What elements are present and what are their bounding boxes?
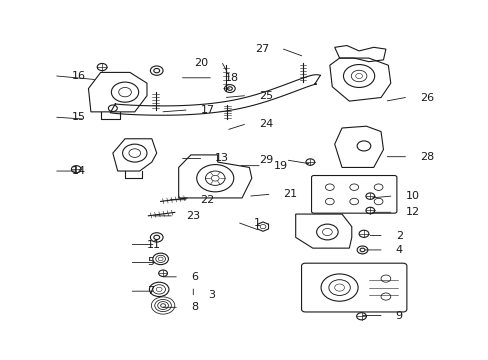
Text: 16: 16 [71, 71, 85, 81]
Text: 11: 11 [147, 239, 161, 249]
Text: 4: 4 [395, 245, 402, 255]
Text: 22: 22 [200, 195, 214, 205]
Text: 2: 2 [395, 231, 402, 240]
Text: 14: 14 [71, 166, 85, 176]
Text: 20: 20 [193, 58, 207, 68]
Text: 9: 9 [395, 311, 402, 320]
Text: 12: 12 [405, 207, 419, 217]
Text: 8: 8 [190, 302, 198, 312]
Text: 18: 18 [224, 73, 239, 83]
Text: 1: 1 [254, 218, 261, 228]
Text: 6: 6 [190, 272, 198, 282]
Text: 25: 25 [259, 91, 273, 101]
Text: 19: 19 [273, 161, 287, 171]
Text: 24: 24 [259, 120, 273, 129]
Text: 7: 7 [147, 286, 154, 296]
Text: 29: 29 [259, 155, 273, 165]
Text: 28: 28 [419, 152, 433, 162]
Text: 10: 10 [405, 191, 419, 201]
Text: 17: 17 [200, 105, 214, 115]
Text: 21: 21 [283, 189, 297, 199]
Text: 15: 15 [71, 112, 85, 122]
Text: 3: 3 [207, 290, 215, 300]
Text: 23: 23 [185, 211, 200, 221]
Text: 13: 13 [215, 153, 229, 163]
Text: 26: 26 [419, 93, 433, 103]
Text: 5: 5 [147, 257, 154, 267]
Text: 27: 27 [254, 44, 268, 54]
